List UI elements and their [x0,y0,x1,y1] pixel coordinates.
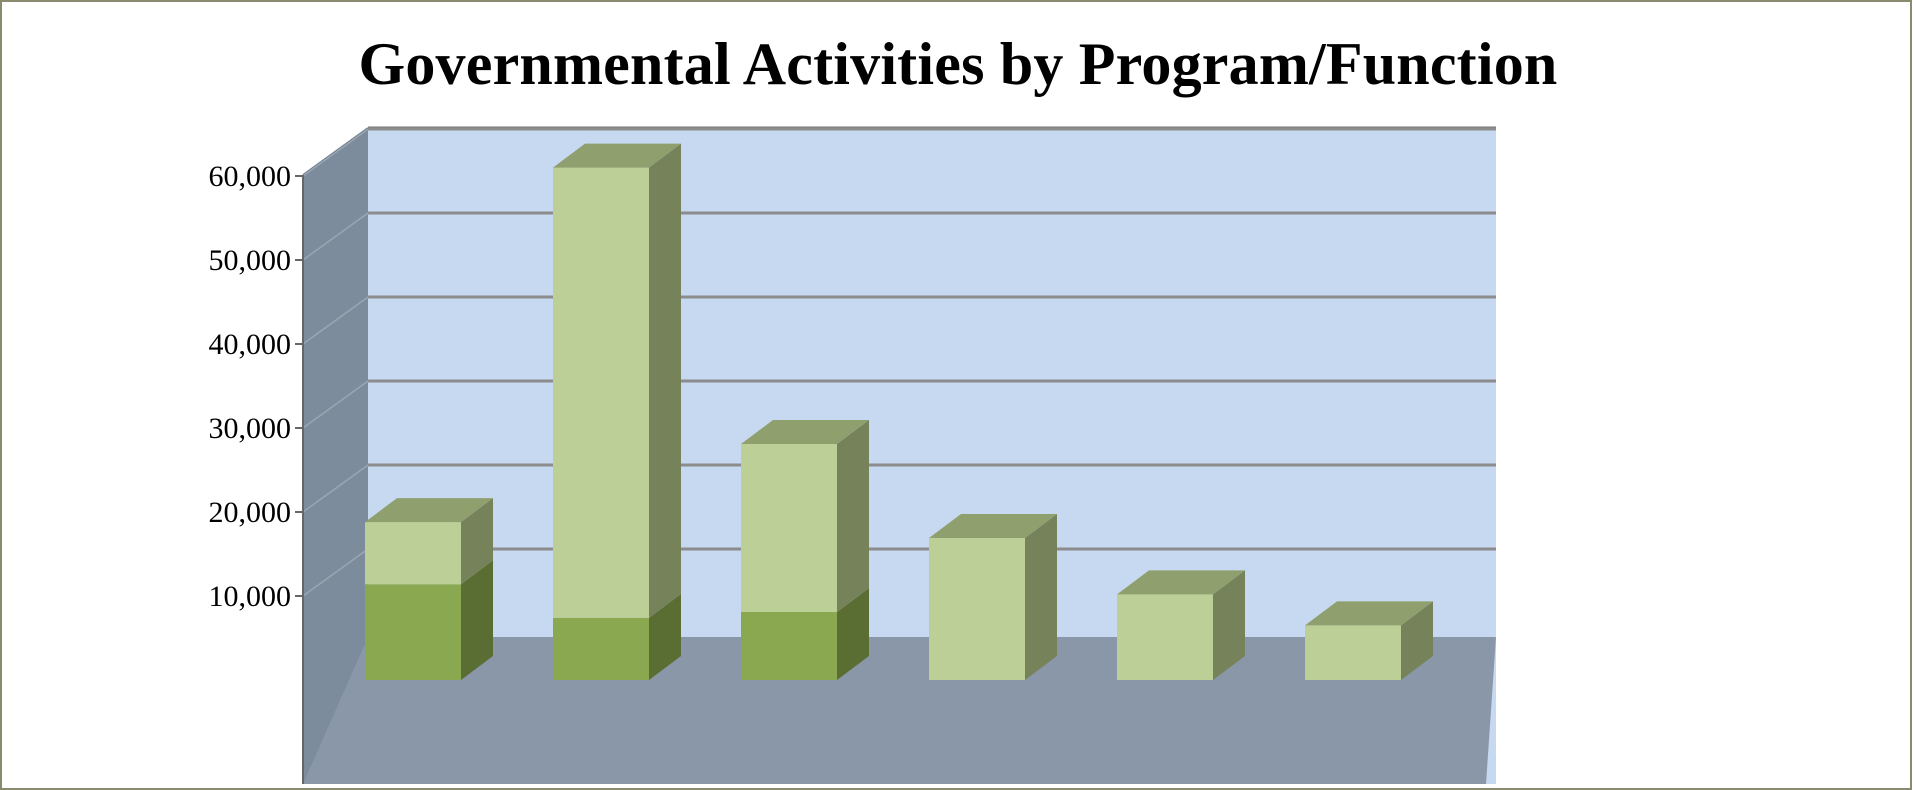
gridline-side [302,464,369,513]
bar-segment-front [553,617,649,680]
wall-edge [302,127,369,176]
bar-segment-side [461,498,493,585]
bar-top [553,143,681,168]
bar-top [741,419,869,444]
bar-top [1305,601,1433,626]
bar-segment-side [1025,514,1057,680]
bar-segment-front [741,611,837,680]
bar-segment-side [837,419,869,612]
bar-segment-front [929,538,1025,680]
bar-segment-front [741,443,837,612]
gridline-side [302,128,369,177]
bar-segment-side [837,587,869,680]
bar-segment-front [553,167,649,618]
bar-segment-side [649,143,681,618]
y-tick-label: 60,000 [209,160,292,193]
y-tick-label: 10,000 [209,580,292,613]
y-tick-label: 50,000 [209,244,292,277]
y-tick-label: 20,000 [209,496,292,529]
y-axis: 60,000 50,000 40,000 30,000 20,000 10,000 [209,160,304,784]
chart-walls [302,126,1496,784]
bar-segment-front [1305,625,1401,680]
bar-segment-side [1401,601,1433,680]
gridline-side [302,380,369,429]
y-tick-label: 40,000 [209,328,292,361]
y-tick-label: 30,000 [209,412,292,445]
bar-segment-front [365,584,461,680]
bars [365,143,1433,680]
bar-top [1117,570,1245,595]
bar-segment-side [461,560,493,680]
bar-top [929,514,1057,539]
bar-top [365,498,493,523]
chart-title: Governmental Activities by Program/Funct… [358,31,1558,97]
bar-segment-front [365,522,461,585]
gridline-side [302,296,369,345]
gridline-side [302,548,369,597]
bar-segment-front [1117,594,1213,680]
side-wall [303,128,368,784]
gridline-side [302,212,369,261]
bar-segment-side [1213,570,1245,680]
bar-segment-side [649,593,681,680]
